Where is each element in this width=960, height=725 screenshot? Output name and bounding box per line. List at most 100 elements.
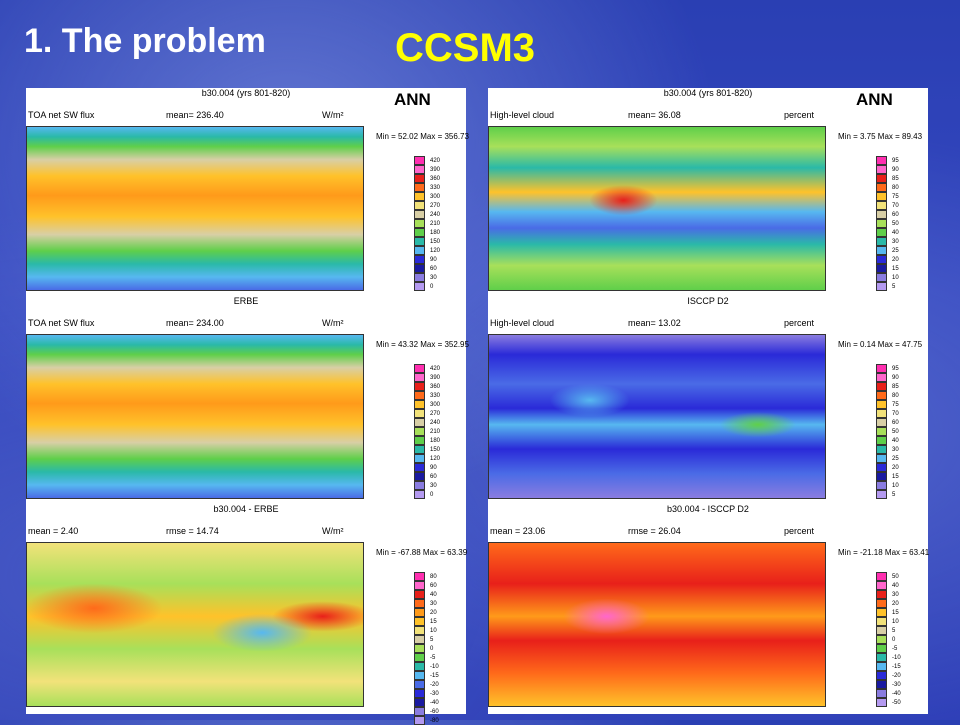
colorbar-cell: -40 (414, 698, 464, 707)
colorbar-cell: -80 (414, 716, 464, 725)
colorbar-cell: 15 (414, 617, 464, 626)
colorbar-swatch (876, 418, 887, 427)
colorbar-swatch (414, 581, 425, 590)
colorbar-cell: 90 (414, 255, 464, 264)
colorbar-tick-label: 0 (430, 645, 434, 652)
colorbar-tick-label: 30 (892, 591, 899, 598)
colorbar-tick-label: -20 (430, 681, 439, 688)
colorbar-cell: -10 (414, 662, 464, 671)
colorbar-tick-label: 30 (430, 482, 437, 489)
colorbar-tick-label: 30 (430, 600, 437, 607)
colorbar-tick-label: 5 (892, 283, 896, 290)
plot-mean-label: rmse = 14.74 (166, 526, 219, 536)
colorbar-swatch (876, 373, 887, 382)
colorbar-cell: 270 (414, 201, 464, 210)
right-plot-1: b30.004 (yrs 801-820) High-level cloud mea… (488, 88, 928, 293)
plot-title: b30.004 (yrs 801-820) (201, 88, 291, 98)
colorbar-cell: 5 (876, 490, 926, 499)
colorbar-swatch (876, 608, 887, 617)
colorbar-cell: 420 (414, 156, 464, 165)
colorbar-swatch (414, 662, 425, 671)
colorbar-cell: 10 (876, 273, 926, 282)
plot-mean-label: mean= 36.08 (628, 110, 681, 120)
world-contour-map (26, 334, 364, 499)
colorbar-cell: -30 (876, 680, 926, 689)
colorbar-swatch (414, 644, 425, 653)
colorbar-tick-label: 420 (430, 365, 441, 372)
colorbar-cell: 95 (876, 156, 926, 165)
colorbar-cell: 30 (876, 237, 926, 246)
colorbar: 80 60 40 30 20 15 10 5 0 -5 -10 -15 -20 -30 -40 -60 -80 (414, 572, 464, 725)
left-plot-2: ERBE TOA net SW flux mean= 234.00 W/m² Min =… (26, 296, 469, 501)
plot-minmax-label: Min = 52.02 Max = 356.73 (376, 132, 469, 141)
colorbar-tick-label: -10 (430, 663, 439, 670)
colorbar-swatch (876, 472, 887, 481)
plot-title: b30.004 - ERBE (213, 504, 279, 514)
colorbar-tick-label: 120 (430, 455, 441, 462)
colorbar-swatch (414, 201, 425, 210)
colorbar: 420 390 360 330 300 270 240 210 180 150 120 90 60 30 0 (414, 156, 464, 291)
slide-title: 1. The problem (24, 22, 266, 60)
colorbar-tick-label: 5 (430, 636, 434, 643)
colorbar-cell: 10 (876, 481, 926, 490)
colorbar-cell: -5 (414, 653, 464, 662)
colorbar-cell: 240 (414, 210, 464, 219)
colorbar-swatch (876, 599, 887, 608)
colorbar-cell: 30 (414, 273, 464, 282)
plot-variable-label: mean = 23.06 (490, 526, 546, 536)
colorbar: 50 40 30 20 15 10 5 0 -5 -10 -15 -20 -30 -40 -50 (876, 572, 926, 707)
colorbar-tick-label: -15 (430, 672, 439, 679)
colorbar-swatch (876, 174, 887, 183)
colorbar-tick-label: 70 (892, 410, 899, 417)
colorbar-cell: 50 (876, 572, 926, 581)
colorbar-swatch (876, 617, 887, 626)
colorbar-swatch (414, 463, 425, 472)
colorbar-tick-label: 270 (430, 410, 441, 417)
colorbar-cell: -5 (876, 644, 926, 653)
colorbar-swatch (876, 490, 887, 499)
colorbar-swatch (414, 427, 425, 436)
colorbar-tick-label: 0 (430, 491, 434, 498)
colorbar-cell: 90 (876, 165, 926, 174)
colorbar-cell: 210 (414, 427, 464, 436)
colorbar-tick-label: 330 (430, 392, 441, 399)
right-panel-column: b30.004 (yrs 801-820) High-level cloud mea… (488, 88, 929, 714)
colorbar-swatch (876, 246, 887, 255)
colorbar-cell: 180 (414, 436, 464, 445)
colorbar-cell: 10 (876, 617, 926, 626)
colorbar-cell: 60 (414, 581, 464, 590)
colorbar-cell: 40 (876, 436, 926, 445)
colorbar-cell: 15 (876, 608, 926, 617)
colorbar-swatch (414, 599, 425, 608)
colorbar-cell: 210 (414, 219, 464, 228)
world-contour-map (488, 126, 826, 291)
colorbar-swatch (414, 698, 425, 707)
colorbar-swatch (876, 635, 887, 644)
colorbar-tick-label: 330 (430, 184, 441, 191)
colorbar-swatch (414, 716, 425, 725)
colorbar-tick-label: 90 (430, 256, 437, 263)
colorbar-swatch (414, 436, 425, 445)
colorbar-tick-label: 210 (430, 220, 441, 227)
colorbar-swatch (414, 445, 425, 454)
colorbar-swatch (414, 246, 425, 255)
colorbar-swatch (414, 174, 425, 183)
colorbar-cell: 420 (414, 364, 464, 373)
colorbar-swatch (876, 391, 887, 400)
colorbar-swatch (876, 689, 887, 698)
colorbar-cell: 20 (414, 608, 464, 617)
colorbar-cell: 120 (414, 246, 464, 255)
colorbar-swatch (414, 264, 425, 273)
colorbar-swatch (876, 409, 887, 418)
colorbar-swatch (414, 707, 425, 716)
plot-variable-label: High-level cloud (490, 318, 555, 328)
colorbar-tick-label: -5 (430, 654, 436, 661)
right-plot-3: b30.004 - ISCCP D2 mean = 23.06 rmse = 26.… (488, 504, 929, 709)
colorbar-swatch (876, 210, 887, 219)
colorbar-swatch (876, 364, 887, 373)
world-contour-map (26, 126, 364, 291)
colorbar-cell: -15 (414, 671, 464, 680)
colorbar-cell: 30 (876, 445, 926, 454)
left-plot-1: b30.004 (yrs 801-820) TOA net SW flux mean… (26, 88, 469, 293)
colorbar-swatch (876, 400, 887, 409)
